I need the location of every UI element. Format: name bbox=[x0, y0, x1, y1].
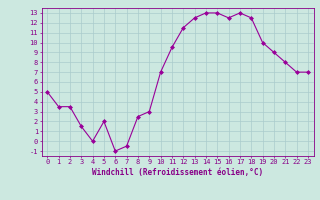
X-axis label: Windchill (Refroidissement éolien,°C): Windchill (Refroidissement éolien,°C) bbox=[92, 168, 263, 177]
